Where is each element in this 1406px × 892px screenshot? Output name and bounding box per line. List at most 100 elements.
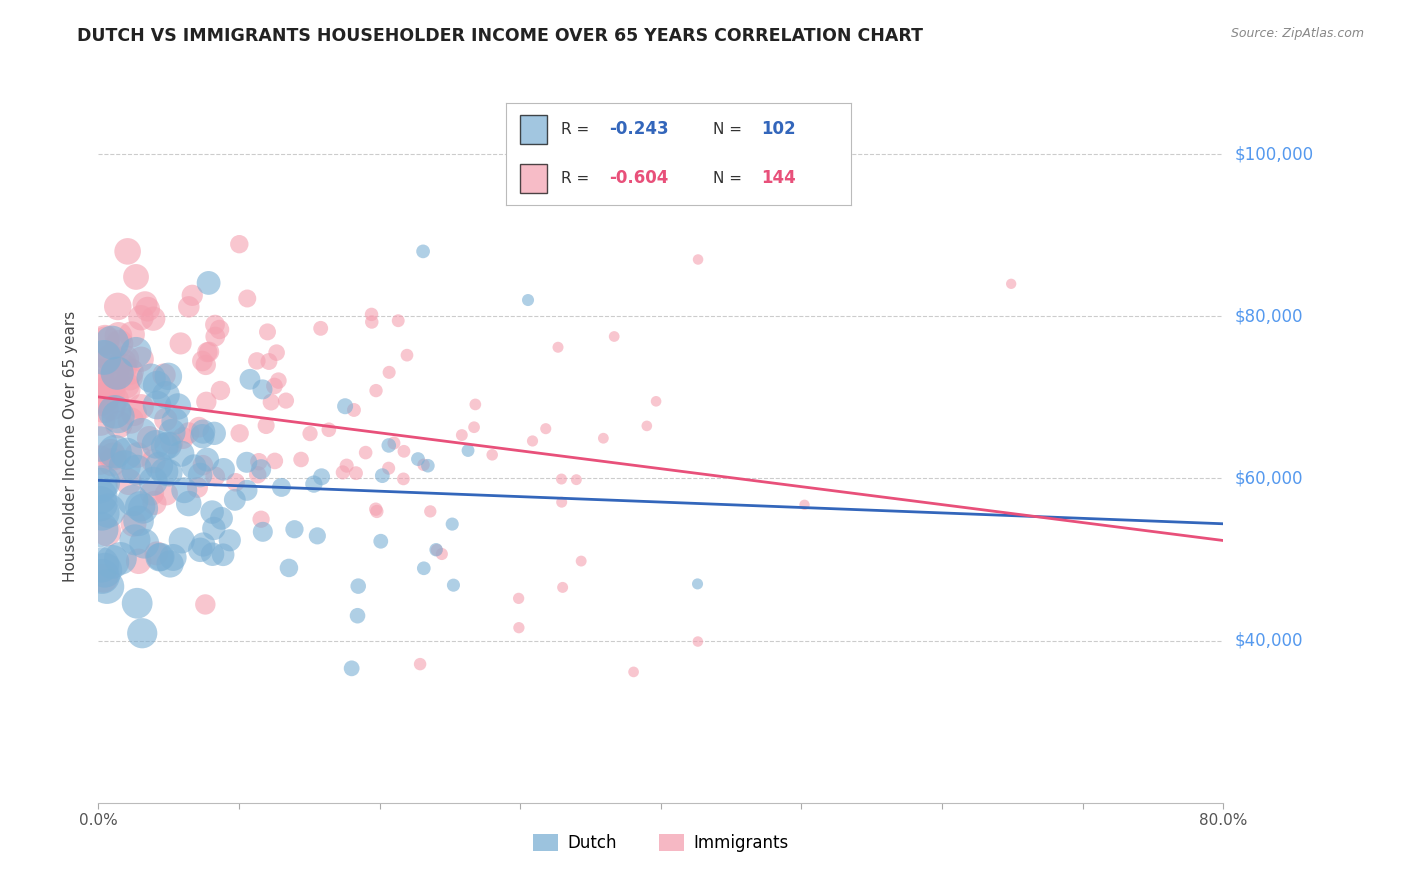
Point — [94, 334, 117, 348]
Point — [89, 453, 111, 467]
Point — [290, 452, 312, 467]
Point — [686, 634, 709, 648]
Text: $100,000: $100,000 — [1234, 145, 1313, 163]
Point — [124, 533, 146, 547]
Point — [211, 511, 233, 525]
Point — [96, 580, 118, 594]
Point — [129, 352, 152, 367]
Point — [204, 469, 226, 483]
Point — [195, 394, 218, 409]
Point — [146, 378, 169, 392]
Point — [128, 554, 150, 568]
Point — [104, 405, 127, 419]
Point — [333, 399, 356, 413]
Point — [550, 495, 572, 509]
Point — [157, 369, 180, 384]
Point — [517, 293, 540, 307]
Point — [270, 480, 292, 494]
Point — [377, 461, 399, 475]
Point — [101, 335, 124, 350]
Point — [686, 252, 709, 267]
Point — [508, 591, 530, 606]
Point — [100, 399, 122, 413]
Point — [191, 354, 214, 368]
Point — [160, 436, 183, 450]
Point — [173, 483, 195, 498]
Point — [103, 368, 125, 383]
Point — [263, 454, 285, 468]
Point — [90, 376, 112, 391]
Point — [195, 452, 218, 467]
Point — [371, 468, 394, 483]
Point — [91, 390, 114, 404]
Point — [90, 359, 112, 373]
Point — [131, 626, 153, 640]
Point — [194, 598, 217, 612]
Point — [247, 455, 270, 469]
Point — [145, 546, 167, 560]
Point — [120, 413, 142, 427]
Point — [236, 483, 259, 498]
Point — [409, 657, 432, 672]
Point — [129, 310, 152, 325]
Point — [94, 332, 117, 346]
Point — [110, 551, 132, 566]
Legend: Dutch, Immigrants: Dutch, Immigrants — [526, 827, 796, 859]
Point — [443, 578, 465, 592]
Point — [121, 493, 143, 508]
Point — [246, 354, 269, 368]
Y-axis label: Householder Income Over 65 years: Householder Income Over 65 years — [63, 310, 77, 582]
Point — [309, 321, 332, 335]
Point — [94, 348, 117, 362]
Point — [125, 345, 148, 359]
Point — [127, 448, 149, 462]
Point — [101, 450, 124, 464]
Point — [344, 466, 367, 480]
Point — [149, 549, 172, 564]
Point — [224, 492, 246, 507]
Point — [127, 596, 149, 610]
Point — [426, 543, 449, 558]
Point — [364, 502, 387, 516]
Point — [550, 472, 572, 486]
Point — [93, 571, 115, 585]
Point — [508, 621, 530, 635]
Point — [90, 394, 112, 409]
Point — [97, 503, 120, 517]
Point — [441, 517, 464, 532]
Text: N =: N = — [713, 171, 747, 186]
Point — [170, 533, 193, 548]
Point — [90, 523, 112, 537]
Point — [260, 395, 283, 409]
Point — [187, 420, 209, 434]
Point — [463, 420, 485, 434]
Point — [188, 542, 211, 557]
Point — [202, 521, 225, 535]
Point — [204, 329, 226, 343]
Point — [107, 417, 129, 432]
Point — [101, 455, 124, 469]
Point — [170, 447, 193, 461]
Point — [160, 425, 183, 440]
Point — [340, 661, 363, 675]
Point — [91, 506, 114, 520]
Point — [172, 431, 194, 445]
Point — [142, 475, 165, 489]
Point — [201, 505, 224, 519]
Point — [177, 425, 200, 440]
Point — [139, 371, 162, 385]
Text: $80,000: $80,000 — [1234, 307, 1303, 326]
Point — [256, 325, 278, 339]
Point — [107, 328, 129, 343]
Point — [193, 537, 215, 551]
Point — [266, 345, 288, 359]
Point — [191, 429, 214, 443]
Point — [360, 315, 382, 329]
Point — [277, 561, 299, 575]
Point — [228, 237, 250, 252]
Point — [592, 431, 614, 445]
Point — [142, 454, 165, 468]
Point — [623, 665, 645, 679]
Point — [93, 392, 115, 407]
Text: R =: R = — [561, 121, 595, 136]
